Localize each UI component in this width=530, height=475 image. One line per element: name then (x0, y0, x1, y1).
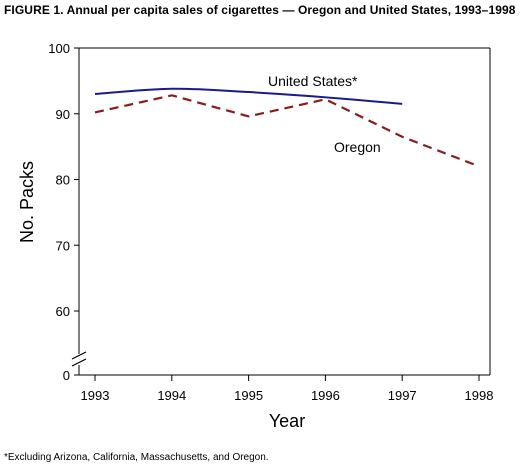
x-tick-label: 1993 (81, 388, 110, 403)
axis-break-mark-lower (71, 358, 87, 367)
x-axis-title: Year (269, 411, 305, 431)
figure-title: FIGURE 1. Annual per capita sales of cig… (4, 3, 516, 17)
y-tick-label: 90 (56, 107, 70, 122)
x-tick-label: 1998 (465, 388, 494, 403)
series-line-united-states (94, 87, 403, 105)
series-line-oregon (94, 94, 480, 168)
y-tick-label: 70 (56, 238, 70, 253)
x-tick-label: 1994 (157, 388, 186, 403)
axis-break-mark-upper (71, 351, 87, 360)
x-tick-label: 1996 (311, 388, 340, 403)
y-axis-title: No. Packs (17, 161, 37, 243)
x-tick-label: 1997 (388, 388, 417, 403)
y-tick-label: 100 (48, 41, 70, 56)
y-tick-label: 60 (56, 304, 70, 319)
y-tick-label: 0 (63, 368, 70, 383)
x-tick-label: 1995 (234, 388, 263, 403)
series-label-oregon: Oregon (334, 139, 381, 155)
y-tick-label: 80 (56, 173, 70, 188)
series-label-united-states: United States* (268, 73, 358, 89)
footnote: *Excluding Arizona, California, Massachu… (4, 452, 269, 463)
